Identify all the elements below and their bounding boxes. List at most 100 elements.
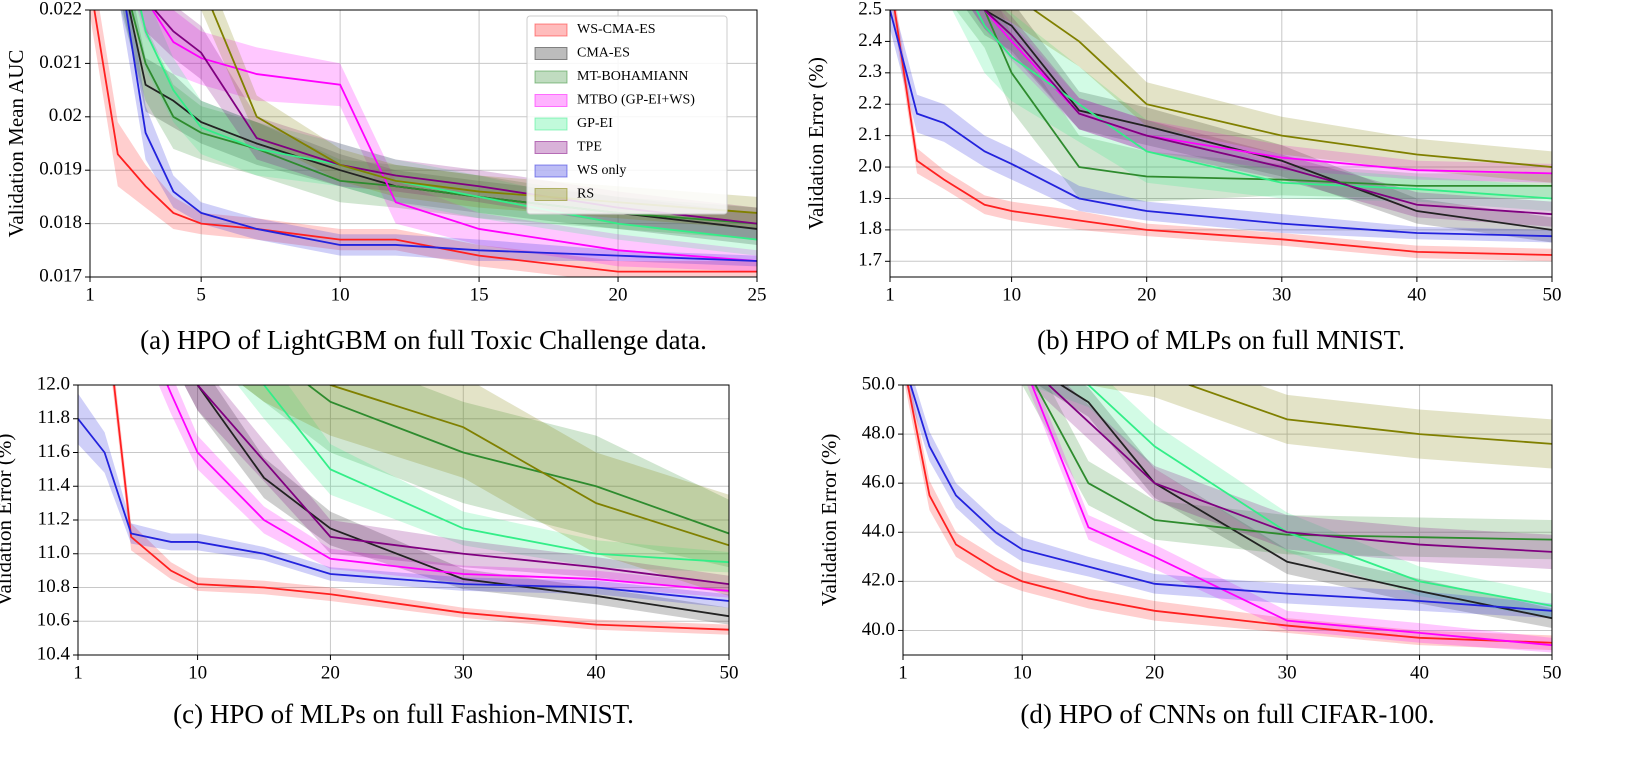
x-tick-label: 1 [73,662,83,683]
series-line [983,10,1552,216]
y-tick-label: 44.0 [862,521,895,542]
series-line [151,10,757,262]
plot-frame [889,9,1553,278]
y-tick-label: 2.3 [858,61,882,82]
series-line [1085,385,1552,607]
caption: (b) HPO of MLPs on full MNIST. [1037,325,1405,355]
plot-area [78,385,729,635]
y-tick-label: 40.0 [862,619,895,640]
series-line [1186,385,1552,445]
error-band [971,10,1552,227]
series-line [983,10,1552,175]
plot-area [90,10,757,277]
error-band [120,10,757,240]
legend-swatch [534,164,568,178]
y-tick-label: 11.0 [37,542,70,563]
x-tick-label: 10 [1002,284,1021,305]
error-band [903,385,1552,469]
panel: 1.7 1.8 1.9 2.0 2.1 2.2 2.3 2.4 2.5 1 10 20 30 40 50 Va… [804,0,1562,355]
x-tick-label: 20 [1137,284,1156,305]
y-axis-label: Validation Error (%) [804,57,828,230]
legend-swatch [534,188,568,201]
error-band [903,385,1552,560]
series-line [211,10,757,214]
series-line [1030,385,1552,647]
y-tick-label: 46.0 [862,472,895,493]
error-band [184,385,729,593]
error-band [132,10,757,256]
legend-label: WS only [577,163,626,178]
series-line [983,10,1552,187]
y-tick-label: 2.4 [858,30,882,51]
series-line [1032,10,1552,168]
y-tick-label: 1.8 [858,218,882,239]
y-tick-label: 2.5 [858,0,882,19]
legend-swatch [534,141,568,154]
x-tick-label: 50 [1543,662,1562,683]
series-line [306,385,729,535]
error-band [158,385,729,598]
x-tick-label: 20 [1145,662,1164,683]
legend-label: TPE [577,140,602,155]
caption: (d) HPO of CNNs on full CIFAR-100. [1020,699,1434,729]
plot-area [903,385,1552,653]
caption: (a) HPO of LightGBM on full Toxic Challe… [140,325,707,355]
y-tick-label: 11.4 [37,475,70,496]
series-line [1047,385,1552,553]
error-band [904,385,1552,651]
series-line [262,385,729,564]
legend-label: RS [577,187,594,202]
legend-label: MTBO (GP-EI+WS) [577,93,695,108]
x-tick-label: 50 [1543,284,1562,305]
legend-swatch [534,117,568,131]
plot-frame [89,9,758,278]
y-tick-label: 50.0 [862,373,895,394]
panel: 40.0 42.0 44.0 46.0 48.0 50.0 1 10 20 30 40 50 Valid… [817,373,1562,729]
legend-label: GP-EI [577,116,613,131]
x-tick-label: 10 [331,284,350,305]
series-line [140,10,757,241]
y-tick-label: 0.018 [39,212,82,233]
y-tick-label: 10.6 [37,610,70,631]
error-band [906,385,1552,619]
error-band [237,385,729,573]
y-tick-label: 10.8 [37,576,70,597]
error-band [1037,385,1552,628]
x-tick-label: 40 [1410,662,1429,683]
error-band [971,10,1552,183]
series-line [166,385,729,592]
error-band [890,10,1552,243]
legend-swatch [534,94,568,107]
plot-area [890,10,1552,262]
x-tick-label: 10 [1013,662,1032,683]
series-line [196,385,729,586]
series-line [328,385,729,547]
x-tick-label: 20 [321,662,340,683]
legend-label: CMA-ES [577,46,630,61]
legend-swatch [534,23,568,37]
series-line [909,385,1552,612]
x-tick-label: 20 [609,284,628,305]
x-tick-label: 5 [196,284,206,305]
x-tick-label: 15 [470,284,489,305]
caption: (c) HPO of MLPs on full Fashion-MNIST. [173,699,634,729]
error-band [78,393,729,608]
series-line [78,418,729,602]
y-tick-label: 11.2 [37,508,70,529]
plot-frame [77,384,730,656]
y-tick-label: 1.7 [858,250,882,271]
y-tick-label: 11.6 [37,441,70,462]
legend-swatch [534,70,568,84]
y-tick-label: 10.4 [37,643,71,664]
legend-swatch [534,47,568,60]
y-tick-label: 2.0 [858,155,882,176]
x-tick-label: 50 [720,662,739,683]
series-line [893,10,1552,256]
y-tick-label: 0.022 [39,0,82,19]
y-tick-label: 12.0 [37,373,70,394]
y-tick-label: 0.02 [49,105,82,126]
y-tick-label: 48.0 [862,422,895,443]
x-tick-label: 40 [1407,284,1426,305]
